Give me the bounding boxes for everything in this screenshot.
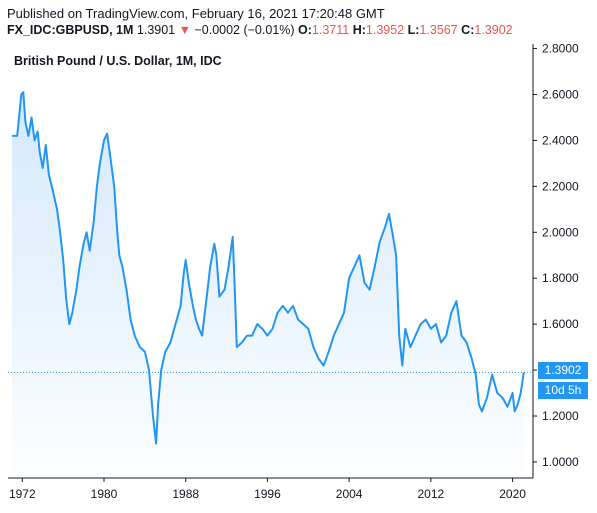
down-arrow-icon: ▼ xyxy=(178,23,191,37)
high-value: 1.3952 xyxy=(365,23,405,37)
low-label: L: xyxy=(407,23,420,37)
x-tick-label: 2012 xyxy=(418,487,445,501)
x-tick-label: 1996 xyxy=(254,487,281,501)
series-line xyxy=(12,91,525,445)
y-tick-label: 2.2000 xyxy=(542,179,579,193)
open-value: 1.3711 xyxy=(311,23,350,37)
y-tick-label: 1.8000 xyxy=(542,271,579,285)
price-chart[interactable]: 1.00001.20001.40001.60001.80002.00002.20… xyxy=(0,40,597,513)
y-tick-label: 2.8000 xyxy=(542,42,579,56)
x-tick-label: 2004 xyxy=(336,487,363,501)
y-tick-label: 1.6000 xyxy=(542,317,579,331)
chart-title: British Pound / U.S. Dollar, 1M, IDC xyxy=(14,54,222,68)
symbol-name: FX_IDC:GBPUSD, 1M xyxy=(7,23,134,37)
y-tick-label: 2.0000 xyxy=(542,225,579,239)
close-label: C: xyxy=(461,23,475,37)
x-tick-label: 1972 xyxy=(9,487,36,501)
bar-countdown-tag: 10d 5h xyxy=(538,382,588,399)
y-tick-label: 2.6000 xyxy=(542,88,579,102)
y-tick-label: 2.4000 xyxy=(542,133,579,147)
last-price-tag: 1.3902 xyxy=(538,362,588,379)
price-change: −0.0002 (−0.01%) xyxy=(194,23,295,37)
open-label: O: xyxy=(298,23,312,37)
series-area-fill xyxy=(12,92,524,478)
symbol-info-bar: FX_IDC:GBPUSD, 1M 1.3901 ▼ −0.0002 (−0.0… xyxy=(7,23,513,37)
y-tick-label: 1.0000 xyxy=(542,455,579,469)
x-tick-label: 2020 xyxy=(499,487,526,501)
x-tick-label: 1988 xyxy=(172,487,199,501)
y-tick-label: 1.2000 xyxy=(542,409,579,423)
high-label: H: xyxy=(352,23,366,37)
low-value: 1.3567 xyxy=(419,23,458,37)
x-tick-label: 1980 xyxy=(91,487,118,501)
published-caption: Published on TradingView.com, February 1… xyxy=(7,6,385,21)
last-price: 1.3901 xyxy=(136,23,176,37)
close-value: 1.3902 xyxy=(474,23,513,37)
